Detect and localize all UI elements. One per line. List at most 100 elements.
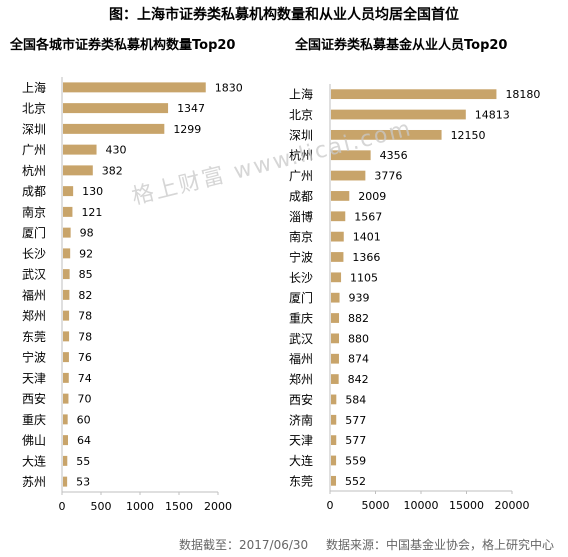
x-tick-label: 1000 (126, 500, 154, 513)
category-label: 长沙 (289, 271, 313, 285)
value-label: 85 (79, 268, 93, 281)
category-label: 淄博 (289, 209, 313, 224)
value-label: 584 (345, 393, 366, 406)
bar (331, 89, 497, 100)
bar (331, 313, 340, 323)
bar (331, 414, 337, 425)
bar (63, 393, 69, 404)
bar (331, 292, 340, 303)
value-label: 1366 (352, 251, 380, 264)
category-label: 重庆 (22, 413, 46, 427)
left-bar-chart: 上海 1830 北京 1347 深圳 1299 广州 430 杭州 382 成都 130 南京 121 厦门… (22, 77, 243, 513)
category-label: 广州 (289, 169, 313, 183)
category-label: 宁波 (289, 249, 313, 264)
footer: 数据截至：2017/06/30 数据来源：中国基金业协会，格上研究中心 (179, 536, 554, 553)
category-label: 郑州 (289, 372, 313, 387)
category-label: 重庆 (289, 312, 313, 326)
category-label: 北京 (22, 102, 46, 116)
category-label: 西安 (22, 391, 46, 406)
bar (331, 231, 344, 242)
bar (63, 455, 68, 466)
bar (63, 331, 70, 342)
value-label: 939 (349, 292, 370, 305)
category-label: 深圳 (289, 128, 313, 142)
bar (63, 144, 97, 155)
value-label: 55 (76, 455, 90, 468)
x-tick-label: 2000 (204, 500, 232, 513)
category-label: 福州 (22, 287, 46, 302)
category-label: 南京 (289, 229, 313, 244)
category-label: 上海 (289, 87, 313, 102)
bar (331, 252, 344, 262)
value-label: 121 (81, 206, 102, 219)
value-label: 577 (345, 414, 366, 427)
category-label: 武汉 (289, 332, 313, 346)
bar (63, 414, 68, 425)
value-label: 14813 (475, 109, 510, 122)
bar (63, 103, 169, 114)
value-label: 82 (78, 289, 92, 302)
bar (63, 165, 93, 176)
x-tick-label: 10000 (404, 499, 439, 512)
value-label: 577 (345, 434, 366, 447)
category-label: 武汉 (22, 268, 46, 282)
category-label: 苏州 (22, 475, 46, 489)
value-label: 1830 (215, 81, 243, 94)
value-label: 74 (78, 372, 92, 385)
left-chart-title: 全国各城市证券类私募机构数量Top20 (10, 38, 236, 53)
x-tick-label: 0 (59, 500, 66, 513)
category-label: 西安 (289, 392, 313, 407)
category-label: 厦门 (289, 290, 313, 305)
bar (63, 352, 69, 363)
bar (331, 374, 339, 384)
x-tick-label: 5000 (362, 499, 390, 512)
category-label: 杭州 (22, 163, 46, 178)
data-date-note: 数据截至：2017/06/30 (178, 538, 309, 552)
category-label: 长沙 (22, 247, 46, 261)
value-label: 60 (77, 413, 91, 426)
x-tick-label: 500 (91, 500, 112, 513)
bar (331, 333, 340, 344)
category-label: 广州 (22, 143, 46, 157)
category-label: 成都 (289, 189, 313, 203)
main-title: 图：上海市证券类私募机构数量和从业人员均居全国首位 (109, 7, 459, 23)
category-label: 东莞 (22, 330, 46, 344)
value-label: 78 (78, 330, 92, 343)
bar (63, 310, 70, 321)
value-label: 842 (348, 373, 369, 386)
category-label: 北京 (289, 108, 313, 122)
category-label: 大连 (289, 453, 313, 468)
value-label: 382 (102, 164, 123, 177)
category-label: 成都 (22, 185, 46, 199)
value-label: 78 (78, 310, 92, 323)
bar (331, 109, 466, 120)
value-label: 874 (348, 353, 369, 366)
bar (63, 372, 69, 383)
bar (331, 475, 337, 486)
value-label: 1105 (350, 271, 378, 284)
data-source-note: 数据来源：中国基金业协会，格上研究中心 (325, 538, 554, 552)
category-label: 佛山 (22, 434, 46, 448)
bar (63, 435, 68, 446)
category-label: 杭州 (289, 148, 313, 163)
value-label: 559 (345, 454, 366, 467)
value-label: 98 (80, 227, 94, 240)
category-label: 天津 (22, 371, 46, 385)
category-label: 南京 (22, 204, 46, 219)
right-chart-title: 全国证券类私募基金从业人员Top20 (295, 38, 508, 53)
bar (331, 150, 371, 161)
bar (331, 170, 366, 181)
bar (331, 455, 337, 466)
value-label: 70 (77, 393, 91, 406)
right-bar-chart: 上海 18180 北京 14813 深圳 12150 杭州 4356 广州 3776 成都 2009 淄… (289, 84, 540, 512)
category-label: 郑州 (22, 308, 46, 323)
value-label: 1401 (353, 231, 381, 244)
value-label: 3776 (374, 170, 402, 183)
bar (63, 227, 71, 238)
bar (63, 186, 74, 197)
value-label: 880 (348, 332, 369, 345)
bar (331, 272, 342, 283)
value-label: 1567 (354, 210, 382, 223)
category-label: 东莞 (289, 474, 313, 488)
